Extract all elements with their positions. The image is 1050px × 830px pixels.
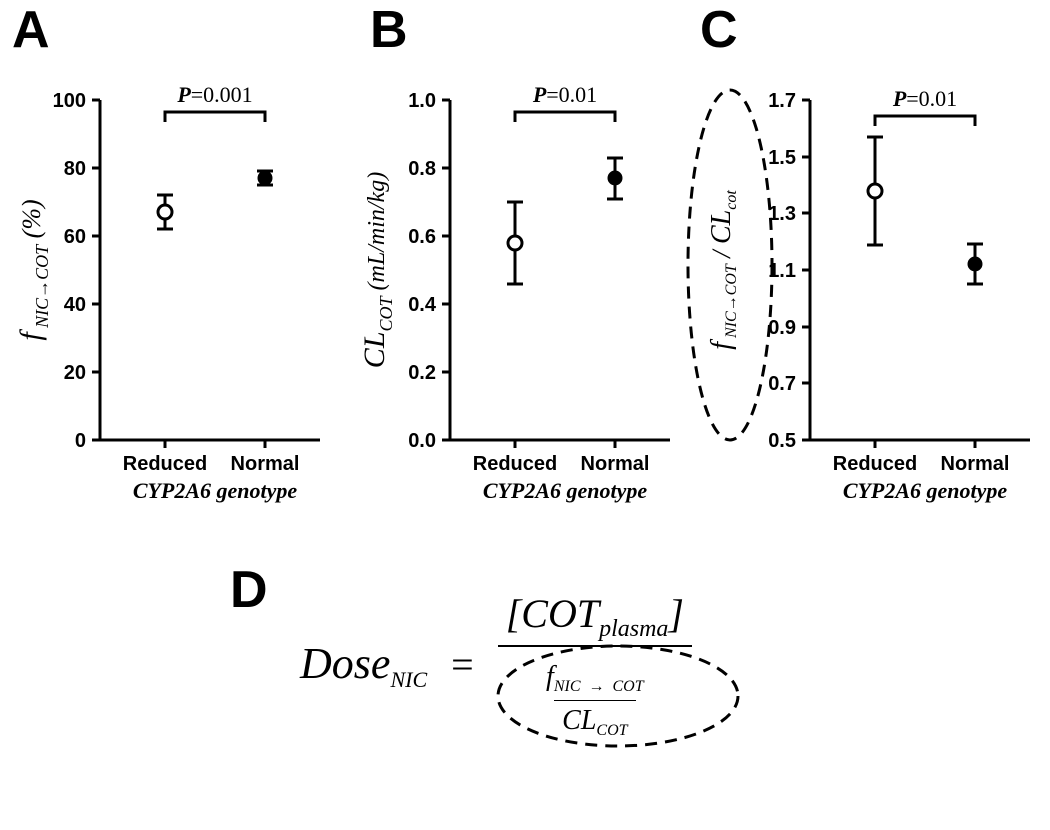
panel-b-yticks: 0.0 0.2 0.4 0.6 0.8 1.0 [408, 90, 450, 452]
panel-b-xtick-1: Normal [581, 453, 650, 475]
panel-a-xtick-0: Reduced [123, 453, 207, 475]
panel-b-xtick-0: Reduced [473, 453, 557, 475]
svg-text:0.9: 0.9 [768, 317, 796, 339]
svg-text:0.8: 0.8 [408, 158, 436, 180]
panel-a-yticks: 0 20 40 60 80 100 [53, 90, 100, 452]
svg-text:1.5: 1.5 [768, 147, 796, 169]
panel-d-formula: DoseNIC = [COTplasma] fNIC → COT CLCOT [300, 590, 692, 748]
svg-text:1.7: 1.7 [768, 90, 796, 112]
panel-c-point-1 [967, 244, 983, 284]
svg-text:0.0: 0.0 [408, 430, 436, 452]
svg-text:0.2: 0.2 [408, 362, 436, 384]
svg-text:CLCOT (mL/min/kg): CLCOT (mL/min/kg) [358, 172, 396, 368]
panel-a-ylabel: f NIC→COT (%) [14, 199, 52, 340]
panel-a-xlabel: CYP2A6 genotype [133, 478, 298, 503]
panel-c-point-0 [867, 137, 883, 245]
svg-text:f NIC→COT / CLcot: f NIC→COT / CLcot [706, 190, 740, 350]
panel-c-pvalue: P=0.01 [892, 86, 957, 111]
svg-text:0.7: 0.7 [768, 373, 796, 395]
svg-text:0.6: 0.6 [408, 226, 436, 248]
panel-a-point-1 [257, 171, 273, 185]
svg-text:0: 0 [75, 430, 86, 452]
panel-c-xlabel: CYP2A6 genotype [843, 478, 1008, 503]
formula-lhs: DoseNIC [300, 642, 437, 687]
panel-a-point-0 [157, 195, 173, 229]
panel-a-xtick-1: Normal [231, 453, 300, 475]
panel-b-plot: 0.0 0.2 0.4 0.6 0.8 1.0 Reduced Normal C… [350, 40, 710, 520]
panel-c-ylabel: f NIC→COT / CLcot [706, 190, 740, 350]
panel-b-xlabel: CYP2A6 genotype [483, 478, 648, 503]
panel-c-xtick-0: Reduced [833, 453, 917, 475]
svg-text:20: 20 [64, 362, 86, 384]
panel-b-point-1 [607, 158, 623, 199]
panel-a-pvalue: P=0.001 [176, 82, 252, 107]
formula-fraction: [COTplasma] fNIC → COT CLCOT [498, 590, 692, 748]
panel-b-ylabel: CLCOT (mL/min/kg) [358, 172, 396, 368]
svg-text:1.3: 1.3 [768, 203, 796, 225]
panel-c-xtick-1: Normal [941, 453, 1010, 475]
panel-c-yticks: 0.5 0.7 0.9 1.1 1.3 1.5 1.7 [768, 90, 810, 452]
panel-a-plot: 0 20 40 60 80 100 Reduced Normal CYP2A6 … [0, 40, 360, 520]
svg-text:0.5: 0.5 [768, 430, 796, 452]
svg-text:0.4: 0.4 [408, 294, 437, 316]
svg-text:1.0: 1.0 [408, 90, 436, 112]
svg-text:f NIC→COT (%): f NIC→COT (%) [14, 199, 52, 340]
formula-denominator: fNIC → COT CLCOT [498, 649, 692, 748]
figure-container: A B C 0 20 40 60 80 100 Reduced Normal C… [0, 0, 1050, 830]
panel-d-label: D [230, 560, 268, 620]
formula-numerator: [COTplasma] [498, 590, 692, 643]
svg-text:80: 80 [64, 158, 86, 180]
panel-c-plot: 0.5 0.7 0.9 1.1 1.3 1.5 1.7 Reduced Norm… [680, 40, 1050, 520]
svg-text:60: 60 [64, 226, 86, 248]
panel-b-pvalue: P=0.01 [532, 82, 597, 107]
svg-text:40: 40 [64, 294, 86, 316]
svg-text:100: 100 [53, 90, 86, 112]
panel-b-point-0 [507, 202, 523, 284]
